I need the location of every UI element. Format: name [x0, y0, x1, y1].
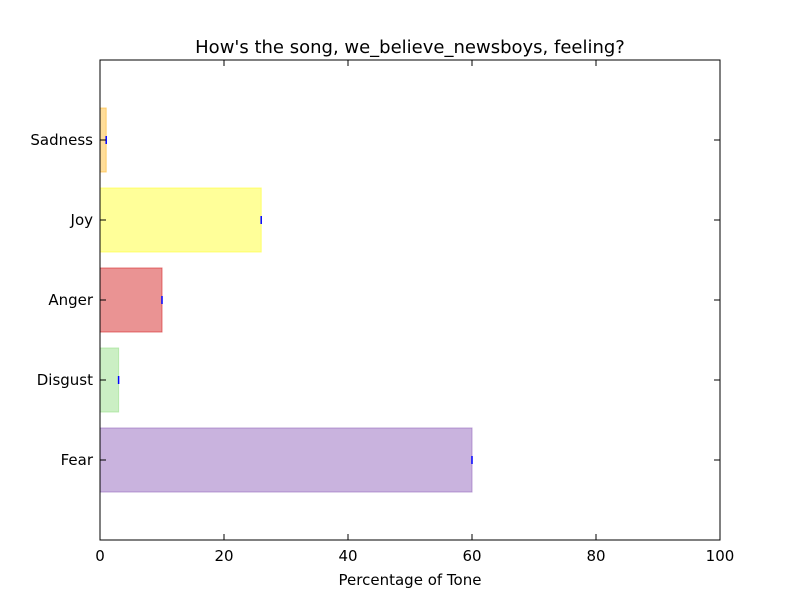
- x-tick-label: 60: [462, 547, 481, 565]
- bar-joy: [99, 187, 262, 253]
- y-category-label: Sadness: [30, 131, 93, 149]
- y-category-label: Disgust: [37, 371, 93, 389]
- y-category-label: Joy: [70, 211, 94, 229]
- plot-area: 0 20 40 60 80 100 Fear Disgust Anger Joy Sadness: [30, 59, 735, 565]
- y-category-label: Anger: [48, 291, 94, 309]
- x-tick-label: 20: [214, 547, 233, 565]
- x-tick-label: 100: [706, 547, 735, 565]
- y-category-label: Fear: [61, 451, 94, 469]
- x-tick-label: 80: [586, 547, 605, 565]
- chart-title: How's the song, we_believe_newsboys, fee…: [195, 37, 625, 58]
- x-tick-label: 40: [338, 547, 357, 565]
- x-tick-label: 0: [95, 547, 105, 565]
- x-axis-label: Percentage of Tone: [339, 571, 482, 589]
- bar-anger: [99, 267, 163, 333]
- bar-fear: [99, 427, 473, 493]
